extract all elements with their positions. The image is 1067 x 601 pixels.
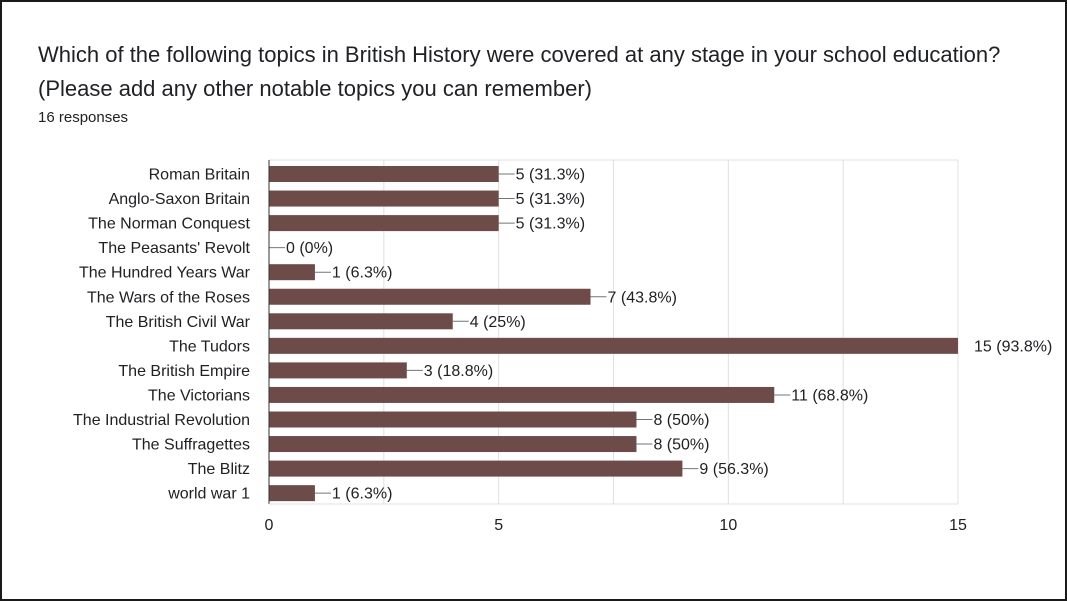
x-tick-label: 15 xyxy=(949,517,967,534)
x-tick-label: 10 xyxy=(719,517,737,534)
category-label: The Norman Conquest xyxy=(88,216,250,233)
data-label: 8 (50%) xyxy=(653,437,709,454)
bar xyxy=(269,190,499,207)
category-label: Anglo-Saxon Britain xyxy=(109,191,250,208)
data-label: 15 (93.8%) xyxy=(974,338,1052,355)
x-tick-label: 0 xyxy=(265,517,274,534)
category-label: The Victorians xyxy=(148,387,250,404)
category-label: The Blitz xyxy=(188,461,250,478)
category-label: The British Empire xyxy=(118,363,250,380)
category-label: The Industrial Revolution xyxy=(73,412,250,429)
data-label: 7 (43.8%) xyxy=(608,289,677,306)
data-label: 8 (50%) xyxy=(653,412,709,429)
category-label: The Wars of the Roses xyxy=(87,289,250,306)
category-label: The Peasants' Revolt xyxy=(98,240,250,257)
data-label: 9 (56.3%) xyxy=(699,461,768,478)
bar xyxy=(269,264,315,281)
data-label: 1 (6.3%) xyxy=(332,486,392,503)
bar xyxy=(269,485,315,502)
bar xyxy=(269,460,683,477)
bar xyxy=(269,288,591,305)
data-label: 5 (31.3%) xyxy=(516,191,585,208)
category-label: Roman Britain xyxy=(149,167,250,184)
bar xyxy=(269,386,775,403)
category-label: The Hundred Years War xyxy=(79,265,251,282)
bar xyxy=(269,436,637,453)
category-label: The Suffragettes xyxy=(132,437,250,454)
data-label: 5 (31.3%) xyxy=(516,216,585,233)
x-tick-label: 5 xyxy=(494,517,503,534)
question-title: Which of the following topics in British… xyxy=(38,42,1013,101)
data-label: 11 (68.8%) xyxy=(791,387,868,404)
bar xyxy=(269,411,637,428)
data-label: 1 (6.3%) xyxy=(332,265,392,282)
bar xyxy=(269,362,407,379)
data-label: 5 (31.3%) xyxy=(516,167,585,184)
bar xyxy=(269,337,958,354)
category-label: The British Civil War xyxy=(106,314,251,331)
response-count: 16 responses xyxy=(38,109,129,126)
bar xyxy=(269,313,453,330)
bar xyxy=(269,166,499,182)
data-label: 0 (0%) xyxy=(286,240,333,257)
bar xyxy=(269,215,499,232)
category-label: The Tudors xyxy=(169,338,250,355)
data-label: 4 (25%) xyxy=(470,314,526,331)
category-label: world war 1 xyxy=(167,486,250,503)
data-label: 3 (18.8%) xyxy=(424,363,493,380)
